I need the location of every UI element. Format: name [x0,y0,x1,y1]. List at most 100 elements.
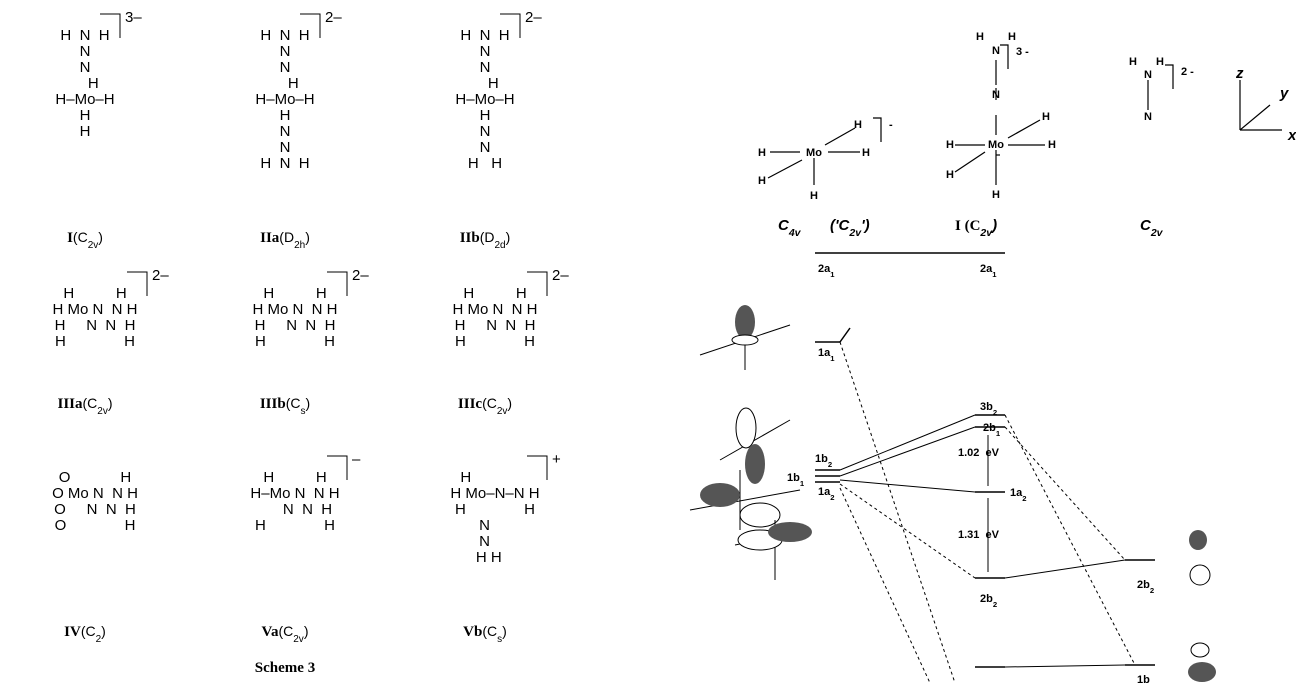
text-part: 1 [992,270,997,279]
atom-row: H–Mo–H [55,91,114,108]
text-part: 2b [983,422,996,434]
text-part: 1 [830,354,835,363]
atom-row: H H [455,501,535,518]
label-symmetry: (C [81,623,96,639]
label-symmetry: (C [482,623,497,639]
background [0,0,1296,683]
atom: H [758,175,766,187]
label-name: IIb [460,230,480,246]
text-part: 1 [800,479,805,488]
atom-row: H Mo N N H [52,301,137,318]
atom-row: H N H [60,27,109,44]
atom-row: N [480,43,491,60]
atom: H [854,119,862,131]
atom: N [1144,111,1152,123]
label-name: IIIc [458,396,483,412]
charge: 2– [352,267,369,284]
atom-row: O H [59,469,132,486]
text-part: 1a [1010,487,1023,499]
text-part: 1a [818,347,831,359]
text-part: ) [990,217,997,234]
atom-row: H Mo–N–N H [450,485,539,502]
text-part: ') [861,217,870,234]
atom: N [992,89,1000,101]
atom-row: N [480,123,491,140]
atom-row: H H [255,333,335,350]
text-part: 4v [788,227,802,239]
text-part: 1 [996,429,1001,438]
atom-row: H H [263,285,326,302]
charge: - [889,119,893,131]
atom-row: N [280,43,291,60]
atom-row: O N N H [54,501,136,518]
text-part: 2 [830,493,834,502]
atom-row: H [280,107,291,124]
atom-row: N [80,59,91,76]
atom-row: H Mo N N H [252,301,337,318]
atom: H [1048,139,1056,151]
atom-row: H N H [460,27,509,44]
atom: Mo [988,139,1004,151]
atom-row: H H [463,285,526,302]
axis-label: y [1279,85,1289,102]
atom-row: H [80,123,91,140]
charge: 2– [525,9,542,26]
atom-row: H N N H [255,317,336,334]
caption: Scheme 3 [255,660,315,676]
text-part: 2a [980,263,993,275]
text-part: 2 [828,460,832,469]
atom-row: H N H [260,27,309,44]
label-symmetry: 2d [495,240,506,251]
atom-row: H Mo N N H [452,301,537,318]
label-symmetry: 2v [88,240,99,251]
charge: 2 - [1181,66,1194,78]
gap-label: 1.02 eV [958,447,1000,459]
atom-row: H H [455,333,535,350]
atom: H [1008,31,1016,43]
charge: 2– [325,9,342,26]
atom: H [758,147,766,159]
page: Scheme 3 [0,0,1296,683]
label-symmetry: ) [101,623,106,639]
charge: 2– [552,267,569,284]
label-symmetry: 2v [497,406,508,417]
text-part: 2 [1150,586,1154,595]
text-part: 1b [787,472,800,484]
atom-row: N [479,533,511,550]
atom-row: H [480,107,491,124]
atom-row: H N H [260,155,309,172]
label-name: IIIb [260,396,286,412]
atom-row: N [80,43,91,60]
atom: H [992,189,1000,201]
atom-row: N N H [258,501,332,518]
atom-row: H H [476,549,514,566]
text-part: ('C [830,217,851,234]
text-part: 3b [980,401,993,413]
label-name: IV [64,624,81,640]
atom-row: H [71,75,99,92]
charge: + [552,451,561,468]
text-part: I (C [955,218,980,234]
atom-row: H–Mo N N H [250,485,339,502]
label-symmetry: (D [279,229,294,245]
label-symmetry: ) [305,229,310,245]
text-part: 2 [993,408,997,417]
label-symmetry: ) [108,395,113,411]
atom-row: N [280,59,291,76]
label-symmetry: (D [480,229,495,245]
atom: H [1156,56,1164,68]
label-name: Vb [463,624,482,640]
atom: H [946,169,954,181]
atom-row: H H [468,155,502,172]
text-part: 2a [818,263,831,275]
text-part: 1 [830,270,835,279]
atom-row: H–Mo–H [255,91,314,108]
label-symmetry: 2v [97,406,108,417]
text-part: 1b [815,453,828,465]
atom: N [1144,69,1152,81]
atom-row: H N N H [455,317,536,334]
atom-row: H–Mo–H [455,91,514,108]
atom-row: N [480,59,491,76]
atom-row: O H [55,517,136,534]
atom-row: N [480,139,491,156]
